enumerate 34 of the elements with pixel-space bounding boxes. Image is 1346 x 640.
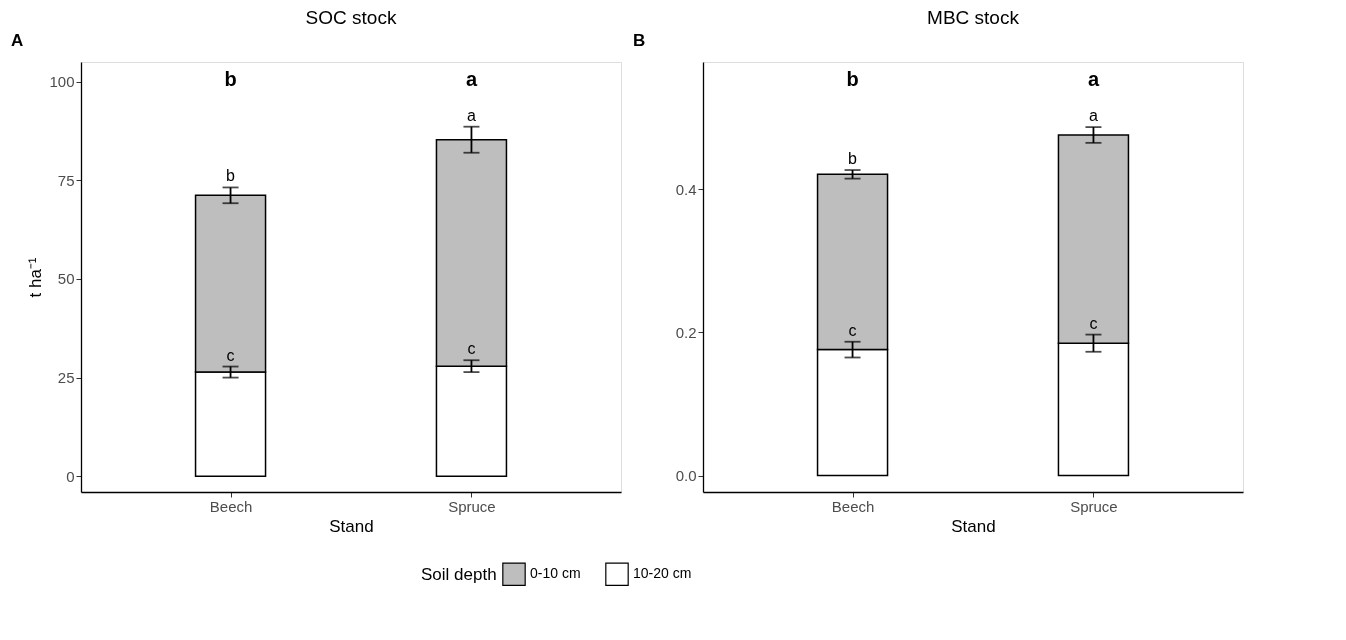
chart-title: SOC stock (305, 7, 397, 28)
x-tick-label: Spruce (448, 497, 496, 515)
y-tick-label: 50 (57, 270, 75, 288)
annotation: a (1087, 68, 1100, 90)
annotation: a (465, 68, 478, 90)
y-tick-label: 100 (49, 73, 75, 91)
text: A (11, 31, 24, 50)
annotation: a (467, 106, 476, 124)
x-axis-title: Stand (329, 516, 374, 536)
text: B (633, 31, 646, 50)
legend-label: 0-10 cm (530, 565, 581, 582)
y-tick-label: 25 (57, 369, 75, 387)
x-tick-label: Spruce (1070, 497, 1118, 515)
x-tick-label: Beech (209, 497, 253, 515)
y-tick-label: 75 (57, 171, 75, 189)
y-tick-label: 0.2 (675, 323, 697, 341)
y-axis-title: t ha⁻¹ (26, 257, 46, 298)
x-tick-label: Beech (831, 497, 875, 515)
annotation: b (846, 68, 859, 90)
y-tick-label: 0.4 (675, 180, 697, 198)
x-axis-title: Stand (951, 516, 996, 536)
annotation: c (848, 321, 857, 339)
chart-title: MBC stock (927, 7, 1020, 28)
y-tick-label: 0 (66, 467, 75, 485)
annotation: a (1089, 107, 1098, 125)
legend-label: 10-20 cm (633, 565, 692, 582)
annotation: b (848, 150, 858, 168)
annotation: c (467, 340, 476, 358)
legend-title: Soil depth (421, 565, 497, 584)
annotation: b (224, 68, 237, 90)
annotation: b (226, 167, 236, 185)
annotation: c (1089, 314, 1098, 332)
y-tick-label: 0.0 (675, 467, 697, 485)
annotation: c (226, 346, 235, 364)
